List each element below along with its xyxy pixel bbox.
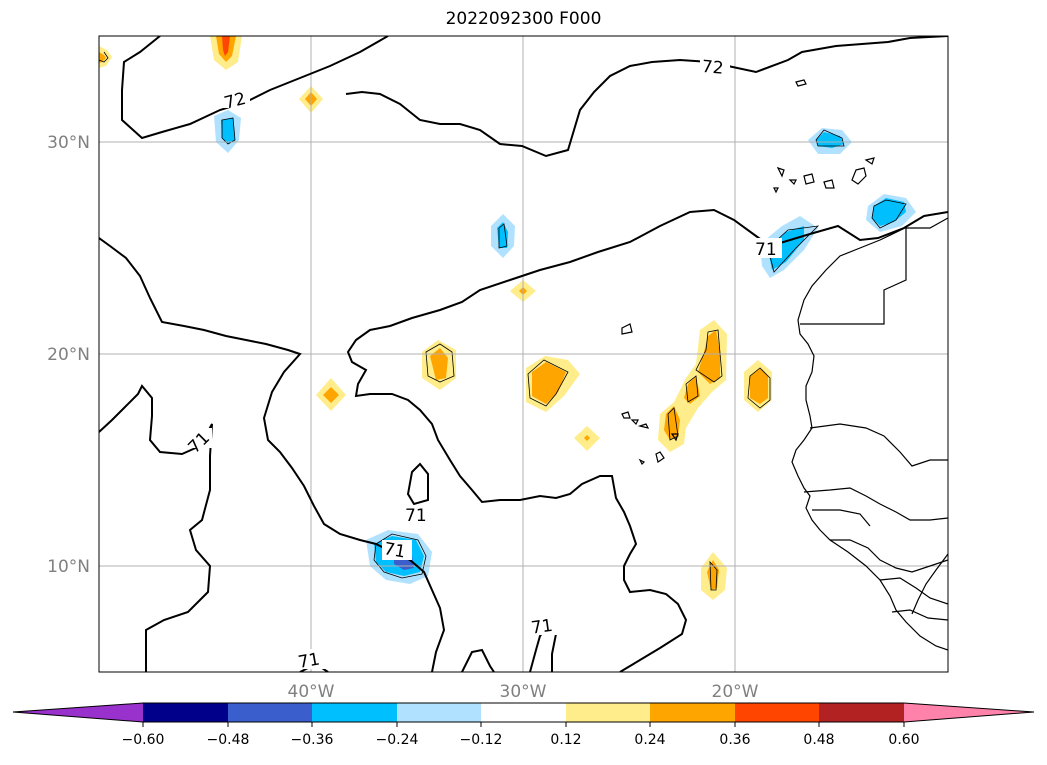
border-line xyxy=(812,509,871,527)
cbar-tick-label: 0.24 xyxy=(634,732,665,748)
anomaly-fill-red xyxy=(222,36,230,56)
cbar-tick-label: −0.36 xyxy=(291,732,334,748)
thin-contour xyxy=(747,367,771,409)
contour-label: 71 xyxy=(405,506,427,526)
thin-contour xyxy=(685,375,699,403)
island xyxy=(637,423,650,429)
gridlines xyxy=(99,36,948,672)
island xyxy=(621,323,633,335)
colorbar-seg xyxy=(228,703,312,722)
lat-label-30n: 30°N xyxy=(47,133,90,153)
anomaly-fill-blue xyxy=(497,222,508,248)
contour-71-bottom2 xyxy=(461,648,495,672)
island xyxy=(851,167,867,185)
anomaly-fill-yellow xyxy=(99,46,112,68)
border-line xyxy=(879,577,948,605)
contour-label: 71 xyxy=(382,539,407,562)
thin-contour xyxy=(498,223,508,249)
island xyxy=(788,179,797,186)
colorbar-min-extend xyxy=(13,703,143,722)
thick-contours xyxy=(99,36,948,672)
thin-contour xyxy=(695,329,723,383)
thin-contour xyxy=(99,51,109,63)
contour-72-top xyxy=(121,36,389,140)
colorbar-seg xyxy=(312,703,397,722)
contour-71-middle xyxy=(346,208,948,672)
island xyxy=(864,157,875,165)
island xyxy=(638,458,646,466)
colorbar-seg xyxy=(481,703,566,722)
anomaly-fill-blue xyxy=(221,118,235,144)
thin-contour xyxy=(425,343,455,383)
thin-contour xyxy=(871,199,907,229)
lon-label-30w: 30°W xyxy=(500,682,547,702)
anomaly-fill-orange xyxy=(584,435,590,441)
colorbar-max-extend xyxy=(904,703,1034,722)
thin-contour xyxy=(667,407,679,441)
thin-contour xyxy=(527,359,569,407)
contour-label-group: 72 72 71 71 71 71 71 71 xyxy=(182,56,782,672)
island xyxy=(776,166,785,178)
contour-label: 72 xyxy=(701,57,724,79)
colorbar-seg xyxy=(735,703,819,722)
colorbar: −0.60 −0.48 −0.36 −0.24 −0.12 0.12 0.24 … xyxy=(12,702,1035,748)
island xyxy=(621,411,631,419)
colorbar-seg xyxy=(650,703,735,722)
anomaly-fill-orange xyxy=(430,348,448,380)
anomaly-fill-blue xyxy=(872,198,906,226)
lat-label-10n: 10°N xyxy=(47,557,90,577)
cbar-tick-label: −0.60 xyxy=(122,732,165,748)
island xyxy=(655,451,665,463)
colorbar-seg xyxy=(566,703,650,722)
lon-label-40w: 40°W xyxy=(288,682,335,702)
anomaly-fill-orange xyxy=(323,387,339,403)
lat-label-20n: 20°N xyxy=(47,345,90,365)
colorbar-tick-marks xyxy=(142,722,905,727)
contour-71-lower-left xyxy=(99,384,213,672)
border-line xyxy=(911,553,948,615)
cbar-tick-label: 0.60 xyxy=(888,732,919,748)
contour-71-left xyxy=(99,237,446,672)
anomaly-thin-contours xyxy=(99,51,907,591)
border-line xyxy=(803,487,948,521)
lon-label-20w: 20°W xyxy=(712,682,759,702)
island xyxy=(823,179,835,189)
thin-contour xyxy=(709,560,718,591)
cbar-tick-label: −0.24 xyxy=(376,732,419,748)
border-line xyxy=(809,423,948,467)
border-line xyxy=(800,228,907,325)
thin-contour xyxy=(767,225,820,273)
anomaly-fill-orange xyxy=(532,362,566,404)
anomaly-fill-orange xyxy=(750,368,768,404)
cbar-tick-label: 0.36 xyxy=(719,732,750,748)
island xyxy=(670,433,679,442)
cbar-tick-label: −0.48 xyxy=(207,732,250,748)
anomaly-fill-orange xyxy=(698,330,720,384)
anomaly-fill-blue xyxy=(768,226,804,270)
colorbar-seg xyxy=(819,703,904,722)
island xyxy=(773,187,779,194)
anomaly-fill-orange xyxy=(99,52,106,63)
thin-contour xyxy=(373,533,427,579)
map-frame xyxy=(98,35,949,673)
contour-label: 71 xyxy=(297,649,322,672)
contour-label: 71 xyxy=(530,616,554,639)
cbar-tick-label: 0.48 xyxy=(803,732,834,748)
island xyxy=(630,419,639,426)
colorbar-seg xyxy=(143,703,228,722)
colorbar-seg xyxy=(397,703,481,722)
cbar-tick-label: −0.12 xyxy=(460,732,503,748)
cbar-tick-label: 0.12 xyxy=(550,732,581,748)
island xyxy=(803,173,815,185)
island xyxy=(795,79,807,87)
coastlines xyxy=(621,79,948,651)
border-line xyxy=(830,539,948,573)
contour-label: 71 xyxy=(755,240,777,260)
contour-72-right xyxy=(345,36,948,158)
border-line xyxy=(891,609,948,621)
chart-title: 2022092300 F000 xyxy=(445,9,602,29)
contour-71-small xyxy=(406,462,429,506)
